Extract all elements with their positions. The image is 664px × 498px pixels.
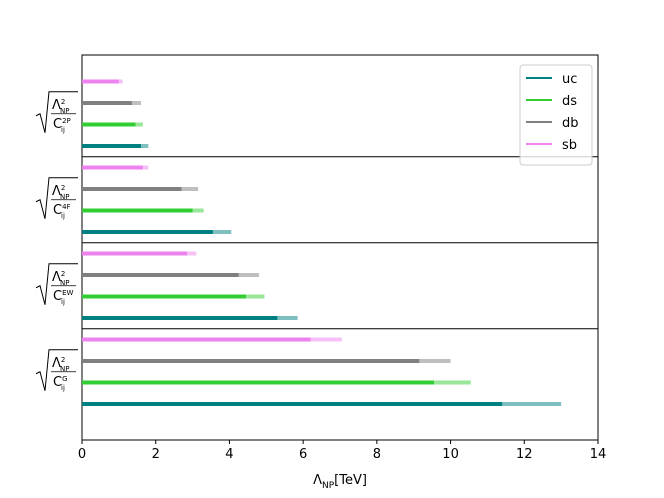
den-sub: ij (61, 384, 65, 392)
num-main: Λ (52, 98, 61, 113)
legend-label: db (562, 116, 579, 131)
plot-frame (81, 54, 599, 441)
legend-box (519, 64, 593, 166)
bar (82, 294, 247, 299)
category-numerator: Λ2 NP (52, 270, 69, 287)
bar (82, 79, 119, 84)
category-denominator: CG ij (53, 375, 68, 392)
sqrt-sign (35, 263, 78, 305)
bar (82, 359, 420, 363)
category-denominator: C2P ij (53, 117, 71, 134)
legend-label: ds (562, 94, 577, 109)
legend-label: uc (562, 72, 577, 87)
bar (82, 144, 141, 148)
category-numerator: Λ2 NP (52, 184, 69, 201)
x-tick-label: 10 (442, 447, 459, 462)
num-sub: NP (60, 107, 69, 115)
bar (82, 101, 132, 105)
den-main: C (53, 375, 62, 390)
bar (82, 230, 213, 234)
x-tick-label: 6 (299, 447, 307, 462)
den-main: C (53, 117, 62, 132)
bar (82, 380, 434, 385)
den-main: C (53, 203, 62, 218)
x-tick-label: 0 (78, 447, 86, 462)
num-sup: 2 (61, 184, 65, 192)
num-main: Λ (52, 356, 61, 371)
category-denominator: C4F ij (53, 203, 71, 220)
num-sub: NP (60, 365, 69, 373)
category-denominator: CEW ij (53, 289, 74, 306)
num-sub: NP (60, 193, 69, 201)
bar (82, 165, 143, 170)
num-sub: NP (60, 279, 69, 287)
bar (82, 208, 193, 213)
den-main: C (53, 289, 62, 304)
num-sup: 2 (61, 270, 65, 278)
x-label-main: Λ (313, 473, 322, 488)
num-main: Λ (52, 184, 61, 199)
x-tick-label: 12 (516, 447, 533, 462)
x-tick-label: 14 (590, 447, 607, 462)
sqrt-sign (35, 177, 78, 219)
x-tick-label: 8 (373, 447, 381, 462)
sqrt-sign (35, 349, 78, 391)
bar (82, 316, 278, 320)
category-numerator: Λ2 NP (52, 98, 69, 115)
x-axis-label: ΛNP[TeV] (313, 473, 367, 491)
x-tick-label: 2 (152, 447, 160, 462)
num-sup: 2 (61, 98, 65, 106)
x-label-sub: NP (322, 481, 335, 491)
num-main: Λ (52, 270, 61, 285)
den-sup: G (62, 375, 67, 383)
category-numerator: Λ2 NP (52, 356, 69, 373)
bar (82, 337, 311, 342)
den-sub: ij (61, 212, 65, 220)
den-sup: 2P (62, 117, 71, 125)
bar (82, 122, 136, 127)
den-sub: ij (61, 298, 65, 306)
x-label-unit: [TeV] (334, 473, 367, 488)
bar (82, 251, 188, 256)
legend-label: sb (562, 138, 577, 153)
bar (82, 187, 182, 191)
num-sup: 2 (61, 356, 65, 364)
den-sub: ij (61, 126, 65, 134)
bar (82, 273, 239, 277)
sqrt-sign (35, 91, 78, 133)
den-sup: EW (62, 289, 73, 297)
bar (82, 402, 503, 406)
x-tick-label: 4 (225, 447, 233, 462)
den-sup: 4F (62, 203, 70, 211)
